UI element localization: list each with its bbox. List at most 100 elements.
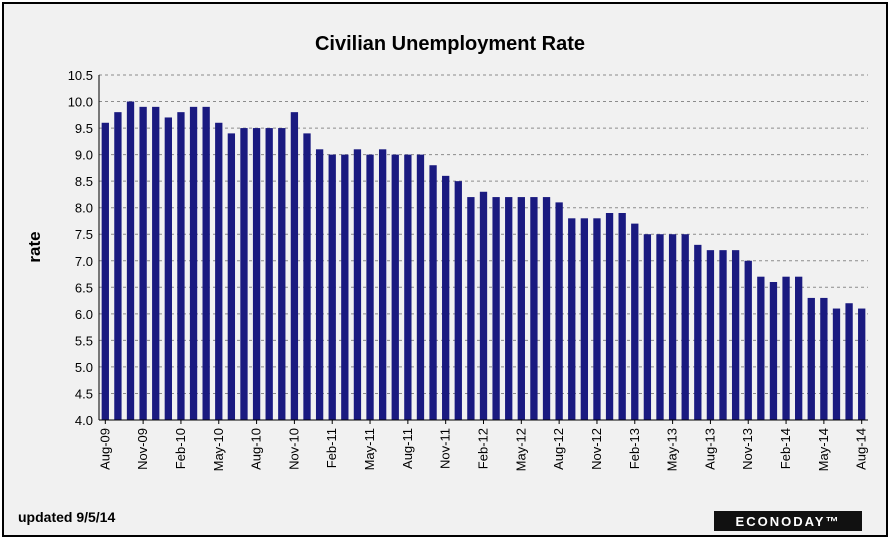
x-tick-label: Nov-10 <box>286 428 301 470</box>
bar <box>656 234 664 420</box>
y-tick-label: 6.0 <box>75 307 93 322</box>
bar <box>265 128 273 421</box>
x-tick-label: Aug-12 <box>551 428 566 470</box>
bar <box>530 197 538 420</box>
bar <box>177 112 185 421</box>
x-tick-label: Nov-12 <box>589 428 604 470</box>
y-tick-label: 6.5 <box>75 280 93 295</box>
bar <box>442 175 450 420</box>
bar <box>252 128 261 421</box>
chart-frame: Civilian Unemployment Rate rate 4.0 4.5 5.… <box>2 2 888 537</box>
bar <box>353 149 362 421</box>
bar <box>845 303 853 420</box>
bar <box>605 213 614 420</box>
bar <box>139 106 147 420</box>
y-tick-labels: 4.0 4.5 5.0 5.5 6.0 6.5 7.0 7.5 8.0 8.5 9.0 9.5 10.0… <box>68 68 93 428</box>
x-tick-label: Feb-12 <box>476 428 491 469</box>
x-tick-label: Nov-13 <box>740 428 755 470</box>
bar <box>757 276 765 420</box>
bar <box>643 234 652 420</box>
bar <box>832 308 841 420</box>
bar <box>694 244 702 420</box>
econoday-logo: ECONODAY™ <box>714 511 862 531</box>
bar <box>429 165 437 420</box>
bar <box>378 149 387 421</box>
y-tick-label: 5.0 <box>75 360 93 375</box>
bars <box>101 101 866 421</box>
bar <box>114 112 122 421</box>
bar <box>631 223 639 420</box>
bar <box>126 101 135 421</box>
bar <box>517 197 525 420</box>
bar <box>227 133 236 420</box>
bar <box>769 282 778 420</box>
x-tick-label: May-12 <box>513 428 528 471</box>
bar <box>467 197 475 420</box>
bar <box>391 154 399 420</box>
bar <box>492 197 500 420</box>
logo-text: ECONODAY™ <box>736 514 841 529</box>
chart-svg: Civilian Unemployment Rate rate 4.0 4.5 5.… <box>18 33 869 531</box>
y-tick-label: 8.0 <box>75 201 93 216</box>
y-tick-label: 10.5 <box>68 68 93 83</box>
logo-background <box>714 511 862 531</box>
bar <box>290 112 299 421</box>
bar <box>782 276 790 420</box>
y-tick-label: 10.0 <box>68 95 93 110</box>
x-tick-label: Nov-11 <box>438 428 453 469</box>
y-tick-label: 9.5 <box>75 121 93 136</box>
bar <box>404 154 412 420</box>
x-tick-label: May-14 <box>816 428 831 471</box>
x-tick-label: Aug-13 <box>702 428 717 470</box>
x-tick-label: May-11 <box>362 428 377 470</box>
bar <box>505 197 513 420</box>
x-tick-label: Nov-09 <box>135 428 150 470</box>
bar <box>858 308 866 420</box>
chart-title: Civilian Unemployment Rate <box>315 33 585 55</box>
bar <box>164 117 172 420</box>
bar <box>681 234 689 420</box>
bar <box>593 218 601 420</box>
bar <box>202 106 210 420</box>
bar <box>303 133 311 420</box>
bar <box>152 106 160 420</box>
bar <box>189 106 198 420</box>
bar <box>328 154 336 420</box>
x-tick-label: Feb-14 <box>778 428 793 469</box>
bar <box>366 154 374 420</box>
y-tick-label: 4.5 <box>75 386 93 401</box>
bar <box>706 250 715 420</box>
updated-label: updated 9/5/14 <box>18 509 115 525</box>
x-tick-label: Feb-11 <box>324 428 339 468</box>
bar <box>240 128 248 421</box>
y-tick-label: 7.0 <box>75 254 93 269</box>
bar <box>795 276 803 420</box>
bar <box>542 197 551 420</box>
bar <box>278 128 286 421</box>
bar <box>568 218 576 420</box>
bar <box>454 181 462 420</box>
x-tick-label: Feb-10 <box>173 428 188 469</box>
bar <box>341 154 349 420</box>
y-tick-label: 5.5 <box>75 333 93 348</box>
bar <box>618 213 626 420</box>
bar <box>731 250 740 420</box>
y-tick-label: 4.0 <box>75 413 93 428</box>
bar <box>479 191 488 420</box>
y-tick-label: 7.5 <box>75 227 93 242</box>
x-tick-label: Aug-11 <box>400 428 415 469</box>
bar <box>215 122 223 421</box>
bar <box>555 202 563 420</box>
y-tick-label: 9.0 <box>75 148 93 163</box>
x-tick-label: Feb-13 <box>627 428 642 469</box>
bar <box>101 122 109 421</box>
bar <box>580 218 589 420</box>
bar <box>820 297 828 420</box>
x-tick-label: May-13 <box>665 428 680 471</box>
bar <box>744 260 752 420</box>
bar <box>719 250 727 420</box>
bar <box>416 154 425 420</box>
y-tick-label: 8.5 <box>75 174 93 189</box>
x-tick-label: Aug-10 <box>249 428 264 470</box>
x-tick-labels: Aug-09 Nov-09 Feb-10 May-10 Aug-10 Nov-10 Feb-… <box>97 420 869 471</box>
